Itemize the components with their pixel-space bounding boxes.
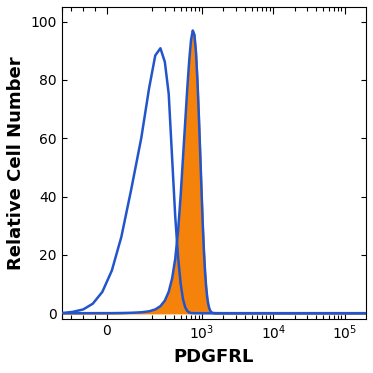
X-axis label: PDGFRL: PDGFRL bbox=[174, 348, 254, 366]
Y-axis label: Relative Cell Number: Relative Cell Number bbox=[7, 56, 25, 270]
